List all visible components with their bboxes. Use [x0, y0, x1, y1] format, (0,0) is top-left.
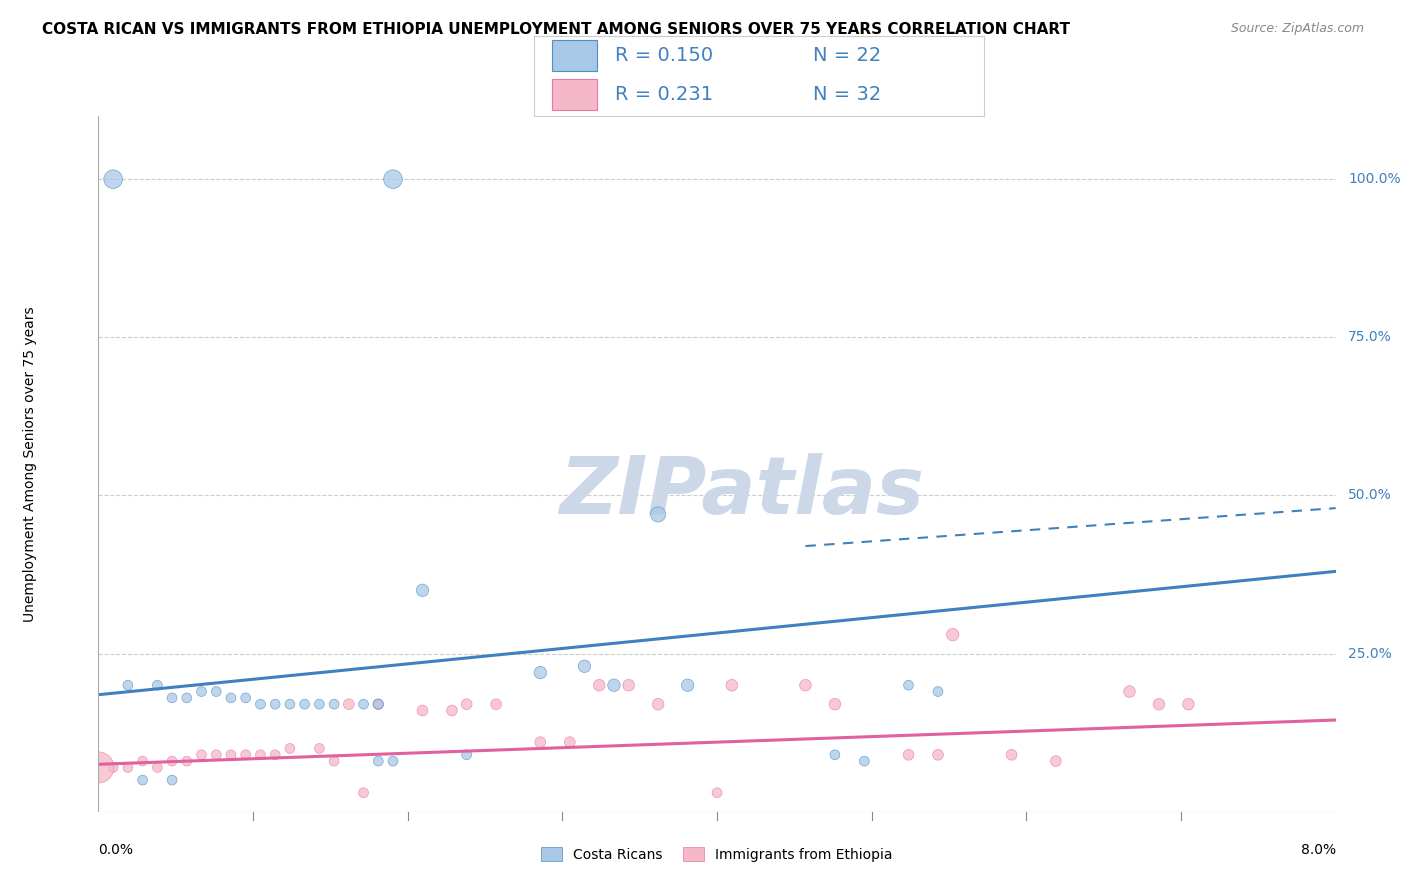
Point	[294, 697, 316, 711]
Point	[131, 773, 153, 788]
Point	[235, 690, 257, 705]
Point	[249, 697, 271, 711]
Point	[160, 754, 183, 768]
Point	[927, 684, 949, 698]
Point	[1147, 697, 1170, 711]
Point	[117, 760, 139, 774]
Text: COSTA RICAN VS IMMIGRANTS FROM ETHIOPIA UNEMPLOYMENT AMONG SENIORS OVER 75 YEARS: COSTA RICAN VS IMMIGRANTS FROM ETHIOPIA …	[42, 22, 1070, 37]
Text: Source: ZipAtlas.com: Source: ZipAtlas.com	[1230, 22, 1364, 36]
Point	[146, 678, 169, 692]
Point	[353, 786, 375, 800]
Text: 100.0%: 100.0%	[1348, 172, 1400, 186]
Point	[456, 747, 478, 762]
Point	[706, 786, 728, 800]
Point	[853, 754, 876, 768]
Point	[367, 697, 389, 711]
Point	[382, 172, 405, 186]
Text: Unemployment Among Seniors over 75 years: Unemployment Among Seniors over 75 years	[24, 306, 38, 622]
Text: N = 32: N = 32	[813, 85, 882, 103]
Point	[205, 747, 228, 762]
Point	[367, 754, 389, 768]
Point	[101, 172, 124, 186]
Point	[1177, 697, 1199, 711]
Point	[647, 697, 669, 711]
Point	[249, 747, 271, 762]
Point	[676, 678, 699, 692]
Point	[588, 678, 610, 692]
Point	[219, 747, 242, 762]
Text: ZIPatlas: ZIPatlas	[560, 452, 924, 531]
Text: 50.0%: 50.0%	[1348, 489, 1392, 502]
Legend: Costa Ricans, Immigrants from Ethiopia: Costa Ricans, Immigrants from Ethiopia	[536, 841, 898, 867]
Text: 8.0%: 8.0%	[1301, 843, 1336, 857]
Point	[278, 697, 301, 711]
Text: 75.0%: 75.0%	[1348, 330, 1392, 344]
Point	[308, 741, 330, 756]
Text: 25.0%: 25.0%	[1348, 647, 1392, 661]
Point	[367, 697, 389, 711]
Point	[1118, 684, 1140, 698]
Point	[411, 583, 433, 598]
Point	[219, 690, 242, 705]
Point	[720, 678, 742, 692]
Point	[529, 735, 551, 749]
Point	[603, 678, 626, 692]
Point	[264, 697, 287, 711]
Point	[456, 697, 478, 711]
Point	[87, 760, 110, 774]
Text: N = 22: N = 22	[813, 46, 882, 65]
FancyBboxPatch shape	[553, 79, 598, 110]
Point	[942, 627, 965, 641]
Point	[558, 735, 581, 749]
Point	[897, 678, 920, 692]
FancyBboxPatch shape	[553, 40, 598, 71]
Point	[190, 684, 212, 698]
Point	[824, 747, 846, 762]
Point	[323, 697, 346, 711]
Point	[382, 754, 405, 768]
Point	[337, 697, 360, 711]
Point	[529, 665, 551, 680]
Point	[824, 697, 846, 711]
Point	[647, 508, 669, 522]
Point	[160, 773, 183, 788]
Point	[617, 678, 640, 692]
Point	[160, 690, 183, 705]
Point	[176, 754, 198, 768]
Point	[205, 684, 228, 698]
Point	[353, 697, 375, 711]
Point	[794, 678, 817, 692]
Point	[278, 741, 301, 756]
Point	[440, 704, 463, 718]
Point	[485, 697, 508, 711]
Point	[101, 760, 124, 774]
Point	[264, 747, 287, 762]
Point	[176, 690, 198, 705]
Text: R = 0.231: R = 0.231	[616, 85, 713, 103]
Point	[235, 747, 257, 762]
Point	[323, 754, 346, 768]
Point	[146, 760, 169, 774]
Text: 0.0%: 0.0%	[98, 843, 134, 857]
Point	[117, 678, 139, 692]
Point	[897, 747, 920, 762]
Point	[308, 697, 330, 711]
Point	[131, 754, 153, 768]
Point	[574, 659, 596, 673]
Text: R = 0.150: R = 0.150	[616, 46, 713, 65]
Point	[1045, 754, 1067, 768]
Point	[1001, 747, 1024, 762]
Point	[927, 747, 949, 762]
Point	[411, 704, 433, 718]
Point	[190, 747, 212, 762]
